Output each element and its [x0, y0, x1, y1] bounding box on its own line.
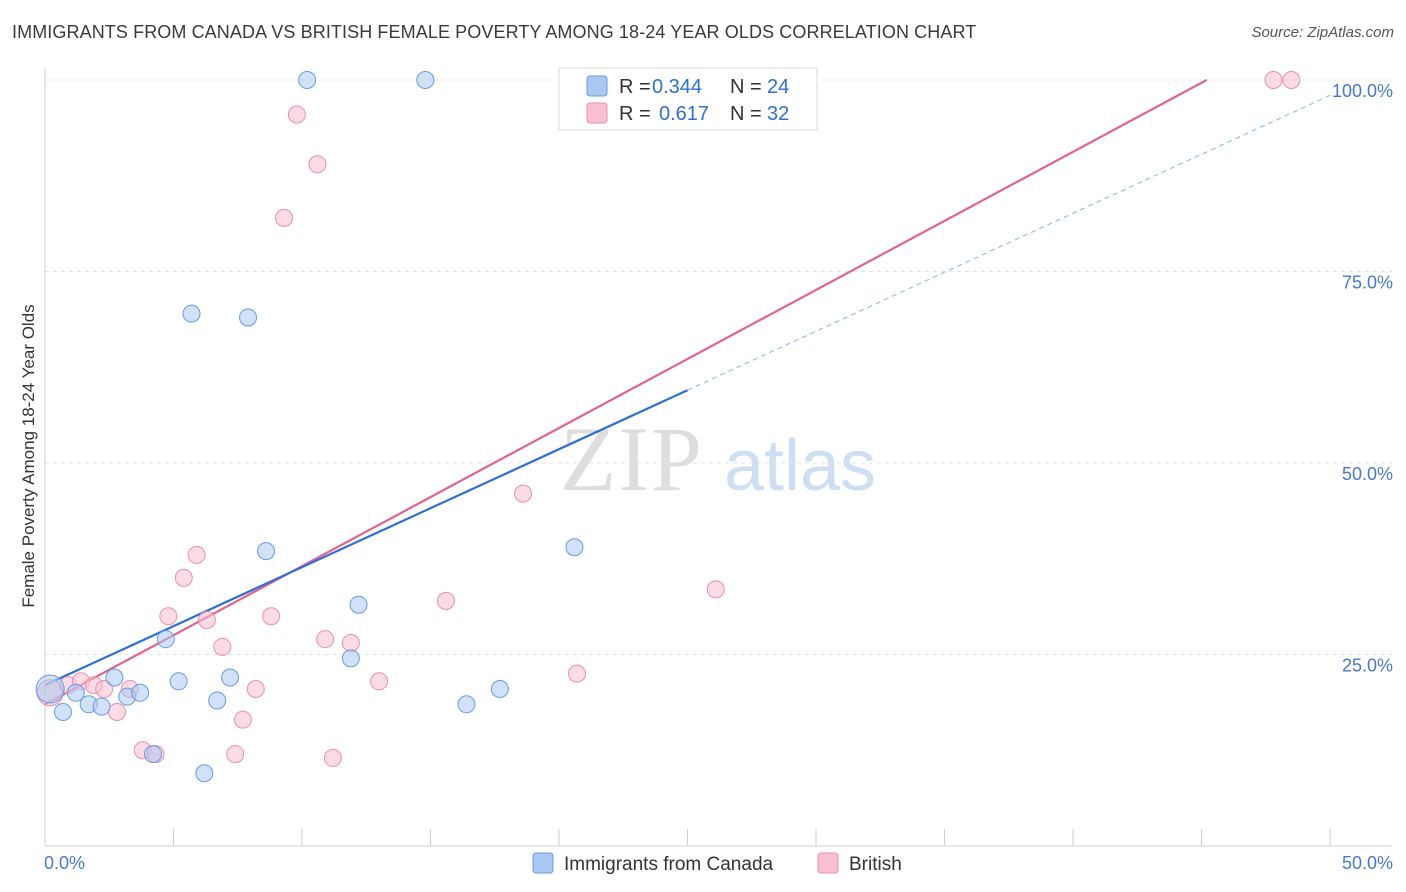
- trend-line-british: [44, 79, 1208, 706]
- chart-title: IMMIGRANTS FROM CANADA VS BRITISH FEMALE…: [12, 22, 977, 42]
- canada-point: [490, 679, 509, 698]
- legend-r-value-canada: 0.344: [652, 76, 702, 98]
- british-point: [95, 679, 114, 698]
- legend-n-value-canada: 24: [767, 76, 789, 98]
- axes: [44, 68, 1392, 847]
- canada-point: [416, 71, 435, 89]
- legend-r-value-british: 0.617: [659, 103, 709, 125]
- british-point: [246, 679, 265, 698]
- british-point: [262, 607, 281, 626]
- canada-point: [143, 745, 162, 764]
- series-legend-label-british: British: [849, 854, 902, 875]
- british-point: [187, 545, 206, 564]
- legend-r-label-british: R =: [619, 103, 651, 125]
- series-legend-swatch-british: [817, 852, 839, 874]
- x-tick-label-max: 50.0%: [1342, 853, 1393, 873]
- british-point: [316, 630, 335, 649]
- british-point: [706, 580, 725, 599]
- y-tick-label-50: 50.0%: [1342, 464, 1393, 484]
- x-tick-label-min: 0.0%: [44, 853, 85, 873]
- legend-swatch-canada: [586, 75, 608, 97]
- canada-point: [66, 683, 85, 702]
- legend-n-label-british: N =: [730, 103, 762, 125]
- series-legend-swatch-canada: [532, 852, 554, 874]
- y-axis-title: Female Poverty Among 18-24 Year Olds: [19, 304, 38, 607]
- zipatlas-watermark: ZIP atlas: [560, 408, 876, 510]
- canada-point: [208, 691, 227, 710]
- trend-lines: [44, 79, 1331, 706]
- watermark-atlas: atlas: [724, 426, 876, 506]
- canada-point: [349, 595, 368, 614]
- british-point: [567, 664, 586, 683]
- british-point: [514, 484, 533, 503]
- legend-n-label-canada: N =: [730, 76, 762, 98]
- british-point: [1264, 71, 1283, 89]
- british-point: [341, 634, 360, 653]
- canada-point: [92, 697, 111, 716]
- canada-point: [565, 538, 584, 557]
- x-tick-labels: 0.0% 50.0%: [44, 853, 1393, 873]
- watermark-zip: ZIP: [560, 408, 704, 510]
- canada-point: [169, 672, 188, 691]
- series-legend-label-canada: Immigrants from Canada: [564, 854, 774, 875]
- y-tick-label-100: 100.0%: [1332, 81, 1393, 101]
- y-tick-label-75: 75.0%: [1342, 273, 1393, 293]
- british-point: [233, 710, 252, 729]
- canada-point: [239, 308, 258, 327]
- correlation-legend: R = 0.344 N = 24 R = 0.617 N = 32: [558, 67, 818, 131]
- canada-point: [53, 702, 72, 721]
- canada-point: [195, 764, 214, 783]
- legend-swatch-british: [586, 102, 608, 124]
- canada-point: [182, 304, 201, 323]
- british-point: [275, 208, 294, 227]
- trend-line-canada: [44, 389, 688, 687]
- canada-point: [221, 668, 240, 687]
- source-credit: Source: ZipAtlas.com: [1251, 24, 1394, 41]
- british-point: [159, 607, 178, 626]
- canada-point: [298, 71, 317, 89]
- british-point: [323, 748, 342, 767]
- canada-point: [131, 683, 150, 702]
- british-point: [436, 591, 455, 610]
- british-point: [107, 702, 126, 721]
- british-point: [213, 637, 232, 656]
- canada-point: [105, 668, 124, 687]
- trend-extension-canada: [687, 94, 1331, 391]
- british-point: [370, 672, 389, 691]
- canada-point: [457, 695, 476, 714]
- y-tick-label-25: 25.0%: [1342, 656, 1393, 676]
- british-point: [174, 568, 193, 587]
- data-points: [35, 71, 1301, 783]
- canada-point: [341, 649, 360, 668]
- british-point: [197, 611, 216, 630]
- legend-n-value-british: 32: [767, 103, 789, 125]
- british-point: [226, 745, 245, 764]
- series-legend: Immigrants from Canada British: [532, 852, 902, 875]
- canada-point: [35, 674, 65, 704]
- legend-r-label-canada: R =: [619, 76, 651, 98]
- canada-point: [257, 542, 276, 561]
- british-point: [287, 105, 306, 124]
- british-point: [1282, 71, 1301, 89]
- canada-point: [156, 630, 175, 649]
- y-tick-labels: 25.0% 50.0% 75.0% 100.0%: [1332, 81, 1393, 676]
- grid-lines: [45, 79, 1392, 655]
- british-point: [308, 155, 327, 174]
